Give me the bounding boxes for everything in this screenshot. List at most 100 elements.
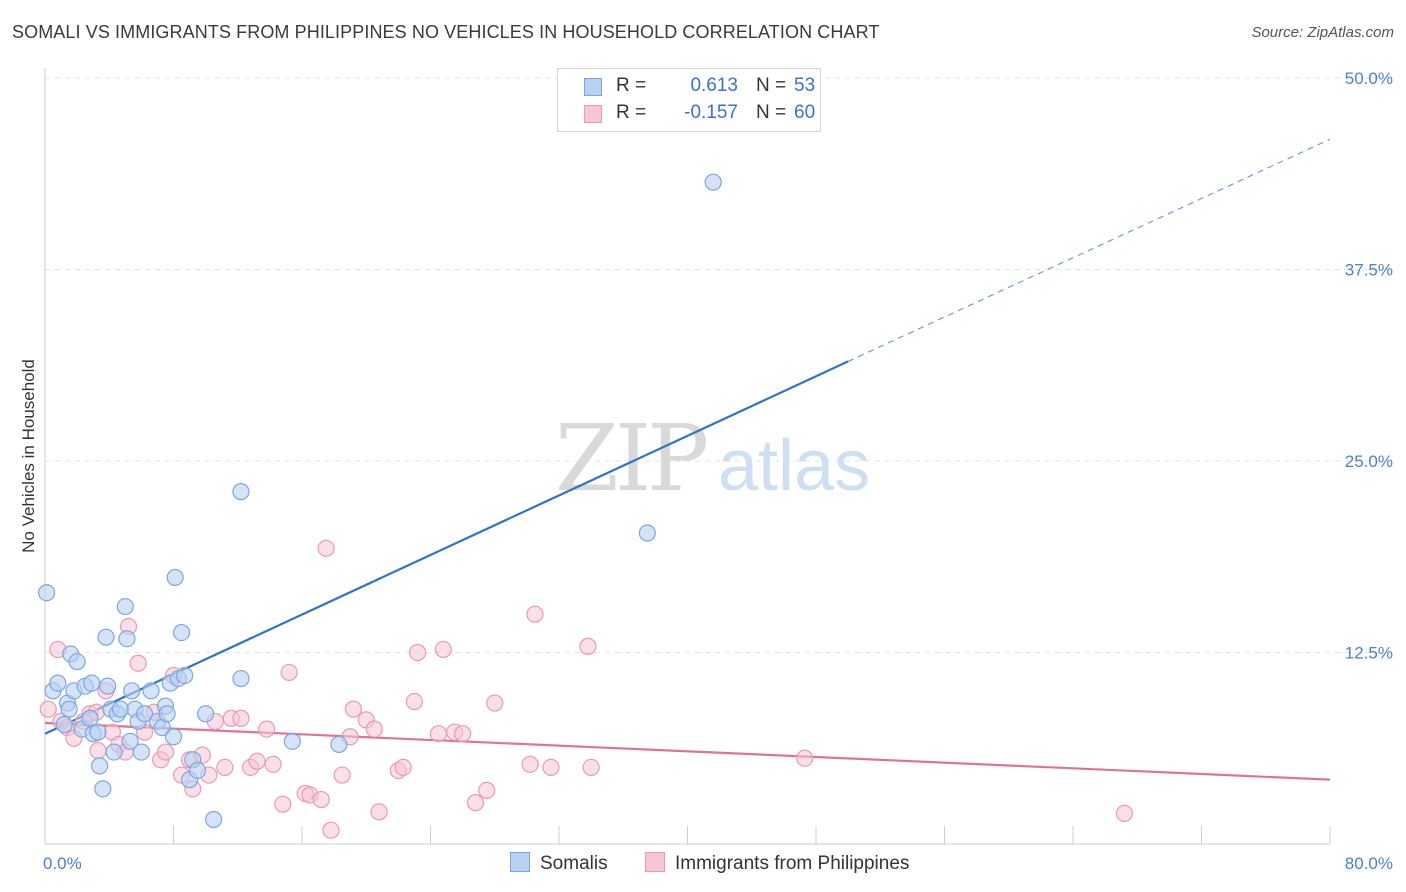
somali-point	[232, 483, 250, 501]
chart-title: SOMALI VS IMMIGRANTS FROM PHILIPPINES NO…	[12, 22, 880, 42]
somali-point	[116, 597, 134, 616]
somali-point	[60, 700, 78, 718]
philippines-point	[394, 758, 412, 777]
somali-trend-extension	[847, 138, 1331, 362]
philippines-point	[156, 743, 175, 761]
philippines-trend-line	[44, 721, 1331, 781]
legend-swatch-somalis	[584, 78, 602, 96]
philippines-point	[232, 709, 250, 727]
philippines-point	[89, 741, 107, 760]
philippines-point	[478, 781, 496, 799]
watermark-atlas: atlas	[718, 426, 870, 506]
series-somali-points	[38, 173, 722, 829]
philippines-point	[365, 720, 383, 738]
legend-swatch-philippines	[584, 105, 602, 123]
somali-point	[135, 705, 154, 723]
philippines-point	[582, 758, 600, 777]
bottom-legend-somalis: Somalis	[510, 852, 608, 875]
somali-point	[99, 677, 117, 695]
legend: R = 0.613 N = 53 R = -0.157 N = 60	[557, 68, 821, 132]
y-tick-label: 12.5%	[1345, 644, 1393, 663]
somali-point	[132, 743, 150, 761]
somali-point	[118, 630, 136, 648]
philippines-point	[264, 755, 282, 773]
somali-point	[197, 705, 215, 723]
y-tick-label: 50.0%	[1345, 69, 1393, 88]
somali-point	[188, 761, 207, 780]
philippines-point	[216, 758, 234, 777]
philippines-point	[248, 752, 266, 770]
philippines-point	[405, 692, 424, 711]
philippines-point	[526, 605, 544, 623]
philippines-point	[521, 755, 539, 773]
somali-point	[38, 584, 56, 602]
legend-n-value: 60	[794, 102, 816, 123]
somali-point	[166, 568, 184, 587]
x-tick-label: 80.0%	[1345, 854, 1393, 873]
philippines-point	[434, 640, 452, 659]
axis-labels: 12.5% 25.0% 37.5% 50.0% 0.0% 80.0%	[43, 69, 1393, 873]
philippines-point	[280, 663, 298, 682]
somali-point	[232, 669, 250, 688]
legend-n-label: N =	[756, 102, 787, 123]
somali-point	[164, 728, 183, 746]
somali-point	[172, 623, 191, 642]
legend-r-value: -0.157	[684, 102, 738, 123]
somali-point	[121, 732, 139, 750]
y-tick-label: 25.0%	[1345, 452, 1393, 471]
somali-point	[704, 173, 722, 191]
somali-point	[638, 524, 656, 542]
somali-point	[68, 653, 86, 671]
bottom-legend-label: Immigrants from Philippines	[675, 853, 910, 874]
philippines-point	[344, 700, 362, 718]
philippines-point	[466, 794, 485, 812]
somali-point	[55, 715, 73, 734]
philippines-point	[486, 694, 504, 712]
bottom-legend-swatch-philippines	[645, 852, 665, 872]
legend-r-label: R =	[616, 102, 647, 123]
philippines-point	[454, 725, 472, 743]
philippines-point	[333, 766, 351, 784]
legend-n-value: 53	[794, 75, 816, 96]
philippines-point	[39, 700, 57, 718]
philippines-point	[796, 749, 814, 767]
somali-point	[123, 682, 141, 700]
bottom-legend-swatch-somalis	[510, 852, 530, 872]
series-philippines-points	[39, 539, 1134, 839]
philippines-point	[322, 821, 340, 839]
y-tick-label: 37.5%	[1345, 261, 1393, 280]
philippines-point	[274, 795, 292, 813]
somali-point	[283, 732, 301, 750]
philippines-point	[542, 758, 560, 777]
bottom-legend-philippines: Immigrants from Philippines	[645, 852, 909, 875]
somali-point	[205, 810, 223, 829]
philippines-point	[312, 790, 330, 809]
y-axis-label: No Vehicles in Household	[19, 359, 38, 553]
philippines-point	[258, 720, 276, 738]
somali-point	[158, 705, 176, 723]
grid-lines	[45, 77, 1395, 653]
somali-point	[89, 723, 107, 741]
bottom-legend-label: Somalis	[540, 853, 608, 874]
philippines-point	[1115, 804, 1134, 822]
legend-n-label: N =	[756, 75, 787, 96]
philippines-point	[129, 654, 147, 672]
philippines-point	[429, 725, 448, 743]
somali-point	[105, 743, 123, 761]
philippines-point	[317, 539, 335, 557]
somali-point	[142, 682, 160, 700]
philippines-point	[579, 637, 597, 655]
watermark: ZIP atlas	[555, 405, 870, 512]
somali-point	[111, 700, 130, 718]
philippines-point	[370, 803, 388, 821]
legend-r-value: 0.613	[690, 75, 738, 96]
watermark-zip: ZIP	[555, 405, 706, 512]
somali-point	[330, 735, 348, 754]
somali-point	[82, 674, 101, 692]
x-tick-label: 0.0%	[43, 854, 82, 873]
somali-point	[94, 780, 112, 798]
legend-r-label: R =	[616, 75, 647, 96]
somali-point	[91, 757, 109, 775]
somali-point	[97, 628, 115, 646]
